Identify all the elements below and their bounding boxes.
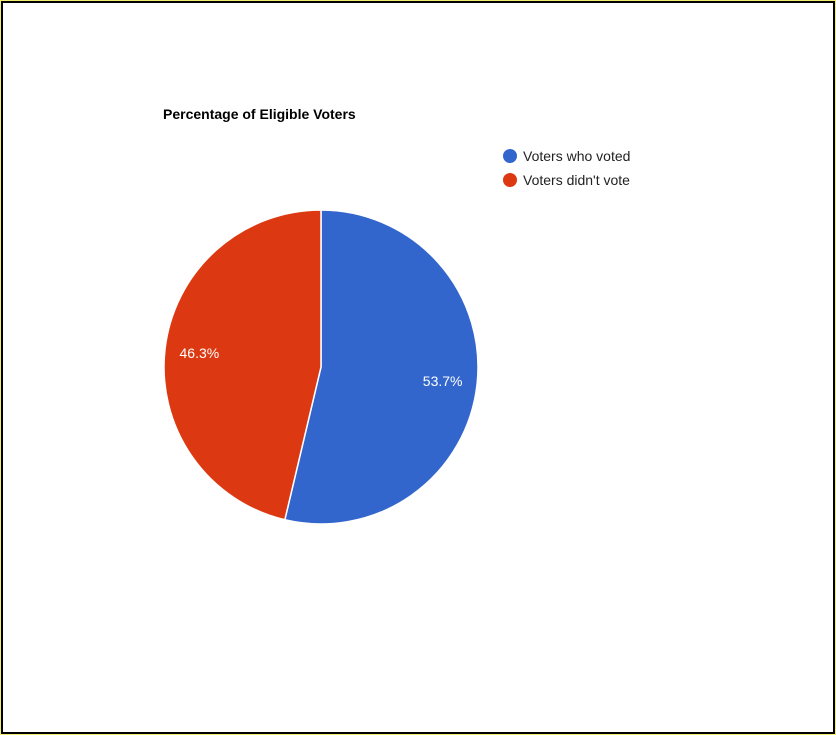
legend-swatch-voted	[503, 149, 517, 163]
legend-swatch-didnt-vote	[503, 173, 517, 187]
slice-label-voted: 53.7%	[423, 373, 463, 389]
legend-label-didnt-vote: Voters didn't vote	[523, 172, 630, 188]
pie-slice-didnt-vote[interactable]	[163, 209, 322, 521]
legend-item-didnt-vote[interactable]: Voters didn't vote	[503, 168, 630, 192]
chart-title: Percentage of Eligible Voters	[163, 106, 356, 122]
legend-item-voted[interactable]: Voters who voted	[503, 144, 630, 168]
slice-label-didnt-vote: 46.3%	[180, 345, 220, 361]
pie-slice-voted[interactable]	[283, 209, 479, 525]
chart-legend: Voters who voted Voters didn't vote	[503, 144, 630, 192]
legend-label-voted: Voters who voted	[523, 148, 631, 164]
pie-chart: 53.7% 46.3%	[163, 209, 479, 525]
